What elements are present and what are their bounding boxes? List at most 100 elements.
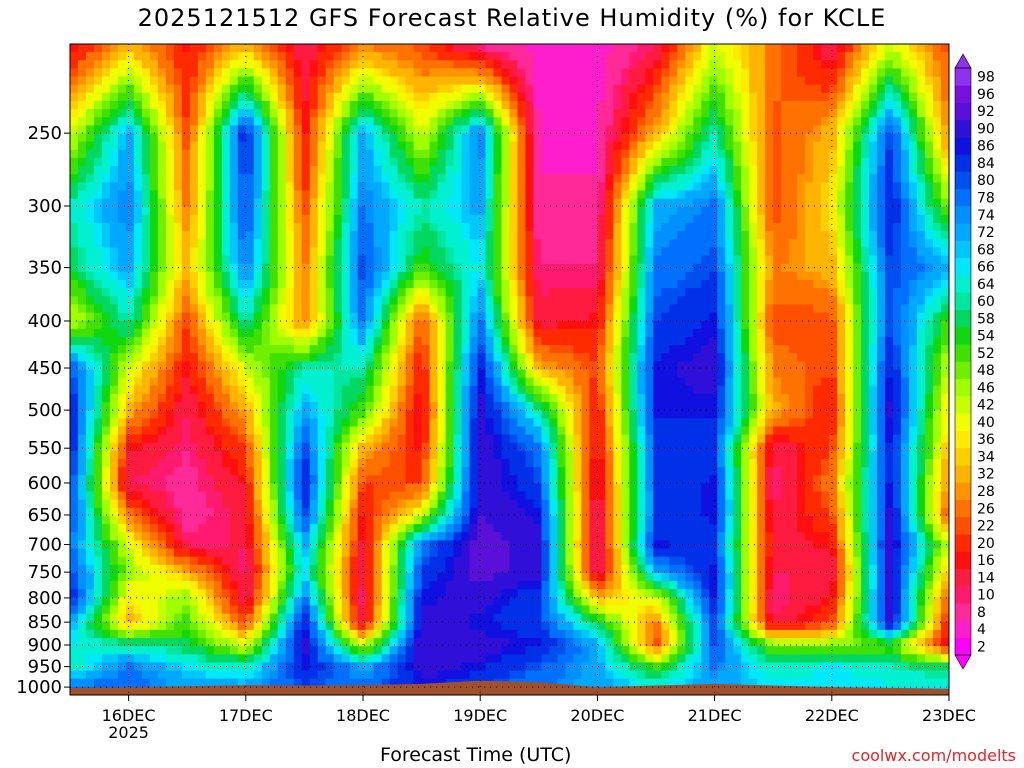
heatmap-cell <box>757 271 766 281</box>
heatmap-cell <box>501 223 511 232</box>
heatmap-cell <box>357 166 367 175</box>
heatmap-cell <box>237 214 247 224</box>
heatmap-cell <box>381 255 391 265</box>
heatmap-cell <box>70 76 79 86</box>
heatmap-cell <box>117 198 127 208</box>
heatmap-cell <box>413 239 423 249</box>
heatmap-cell <box>189 92 199 102</box>
heatmap-cell <box>197 255 207 265</box>
heatmap-cell <box>533 377 543 387</box>
heatmap-cell <box>93 68 103 78</box>
heatmap-cell <box>805 84 814 94</box>
heatmap-cell <box>125 231 135 240</box>
heatmap-cell <box>901 239 910 249</box>
heatmap-cell <box>157 328 167 338</box>
heatmap-cell <box>237 157 247 167</box>
heatmap-cell <box>845 402 854 411</box>
heatmap-cell <box>709 214 718 224</box>
heatmap-cell <box>189 109 199 118</box>
heatmap-cell <box>661 68 670 78</box>
heatmap-cell <box>213 231 223 240</box>
heatmap-cell <box>109 44 119 53</box>
heatmap-cell <box>605 255 614 265</box>
heatmap-cell <box>453 271 463 281</box>
heatmap-cell <box>109 198 119 208</box>
heatmap-cell <box>789 304 798 314</box>
heatmap-cell <box>301 92 311 102</box>
heatmap-cell <box>485 157 495 167</box>
heatmap-cell <box>565 206 575 216</box>
heatmap-cell <box>677 345 686 354</box>
heatmap-cell <box>485 385 495 395</box>
heatmap-cell <box>333 385 343 395</box>
heatmap-cell <box>909 377 918 387</box>
heatmap-cell <box>893 76 902 86</box>
heatmap-cell <box>301 141 311 151</box>
heatmap-cell <box>613 149 622 159</box>
heatmap-cell <box>301 157 311 167</box>
heatmap-cell <box>117 410 127 419</box>
heatmap-cell <box>485 109 495 118</box>
heatmap-cell <box>93 263 103 273</box>
heatmap-cell <box>925 353 934 362</box>
heatmap-cell <box>373 336 383 346</box>
heatmap-cell <box>301 328 311 338</box>
heatmap-cell <box>717 247 726 257</box>
heatmap-cell <box>517 239 527 249</box>
heatmap-cell <box>341 174 351 183</box>
heatmap-cell <box>725 336 734 346</box>
heatmap-cell <box>109 239 119 249</box>
heatmap-cell <box>581 304 591 314</box>
heatmap-cell <box>893 174 902 183</box>
heatmap-cell <box>245 52 255 61</box>
heatmap-cell <box>757 328 766 338</box>
heatmap-cell <box>333 345 343 354</box>
heatmap-cell <box>405 361 415 371</box>
heatmap-cell <box>245 76 255 86</box>
heatmap-cell <box>525 214 535 224</box>
heatmap-cell <box>917 377 926 387</box>
heatmap-cell <box>333 190 343 200</box>
heatmap-cell <box>613 353 622 362</box>
heatmap-cell <box>813 44 822 53</box>
heatmap-cell <box>181 141 191 151</box>
heatmap-cell <box>477 133 487 143</box>
heatmap-cell <box>325 353 335 362</box>
heatmap-cell <box>565 304 575 314</box>
heatmap-cell <box>317 60 327 70</box>
heatmap-cell <box>781 312 790 322</box>
heatmap-cell <box>413 320 423 330</box>
heatmap-cell <box>669 206 678 216</box>
heatmap-cell <box>285 353 295 362</box>
heatmap-cell <box>389 92 399 102</box>
heatmap-cell <box>333 206 343 216</box>
heatmap-cell <box>93 125 103 135</box>
heatmap-cell <box>221 133 231 143</box>
heatmap-cell <box>317 279 327 289</box>
heatmap-cell <box>901 214 910 224</box>
heatmap-cell <box>677 84 686 94</box>
heatmap-cell <box>341 125 351 135</box>
heatmap-cell <box>485 52 495 61</box>
heatmap-cell <box>701 125 710 135</box>
heatmap-cell <box>709 361 718 371</box>
heatmap-cell <box>677 320 686 330</box>
heatmap-cell <box>413 312 423 322</box>
heatmap-cell <box>653 328 662 338</box>
heatmap-cell <box>605 157 614 167</box>
heatmap-cell <box>893 263 902 273</box>
heatmap-cell <box>605 279 614 289</box>
heatmap-cell <box>677 60 686 70</box>
heatmap-cell <box>605 312 614 322</box>
heatmap-cell <box>685 312 694 322</box>
heatmap-cell <box>189 149 199 159</box>
heatmap-cell <box>597 109 606 118</box>
heatmap-cell <box>853 52 862 61</box>
heatmap-cell <box>597 255 606 265</box>
heatmap-cell <box>941 353 949 362</box>
heatmap-cell <box>269 271 279 281</box>
heatmap-cell <box>797 271 806 281</box>
heatmap-cell <box>157 402 167 411</box>
heatmap-cell <box>70 52 79 61</box>
heatmap-cell <box>70 109 79 118</box>
